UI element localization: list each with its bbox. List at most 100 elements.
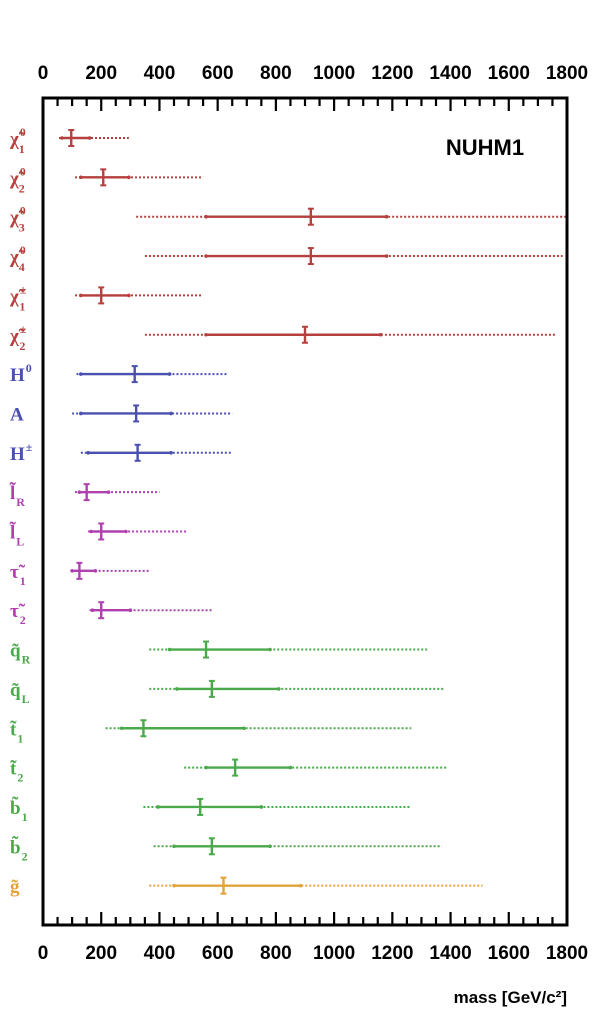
particle-superscript: ± bbox=[26, 440, 33, 454]
particle-symbol: b̃ bbox=[10, 797, 21, 819]
inner-range-end bbox=[268, 844, 272, 849]
particle-label: H± bbox=[10, 440, 33, 465]
particle-subscript: 4 bbox=[19, 260, 25, 274]
inner-range-end bbox=[119, 726, 124, 731]
particle-symbol: t̃ bbox=[10, 759, 17, 780]
x-tick-label-top: 600 bbox=[202, 63, 234, 84]
inner-range-end bbox=[79, 175, 83, 180]
x-axis-label: mass [GeV/c²] bbox=[454, 988, 567, 1007]
inner-range-end bbox=[268, 647, 272, 652]
particle-symbol: q̃ bbox=[10, 680, 21, 701]
particle-subscript: R bbox=[16, 495, 25, 509]
particle-subscript: 1 bbox=[19, 142, 25, 156]
particle-subscript: 3 bbox=[19, 221, 25, 235]
x-tick-label-top: 1600 bbox=[488, 63, 530, 84]
inner-range-end bbox=[93, 569, 98, 573]
x-tick-label-bottom: 1400 bbox=[429, 943, 471, 964]
particle-label: τ̃2 bbox=[10, 601, 26, 627]
particle-symbol: l̃ bbox=[9, 482, 16, 504]
inner-range-end bbox=[204, 254, 208, 258]
x-tick-label-bottom: 1600 bbox=[488, 943, 530, 964]
inner-range-end bbox=[127, 293, 131, 298]
plot-frame bbox=[41, 96, 569, 927]
inner-range-end bbox=[384, 254, 389, 258]
inner-range-end bbox=[79, 411, 83, 416]
inner-range-end bbox=[86, 451, 90, 455]
inner-range-end bbox=[384, 214, 389, 219]
inner-range-end bbox=[79, 372, 83, 376]
particle-label: t̃1 bbox=[10, 719, 23, 745]
particle-subscript: R bbox=[22, 653, 31, 667]
particle-symbol: H bbox=[10, 365, 25, 386]
particle-symbol: t̃ bbox=[10, 719, 17, 740]
x-tick-labels-top: 0 200 400 600 800 1000 1200 1400 1600 1800 bbox=[38, 63, 588, 84]
particle-subscript: 2 bbox=[22, 849, 28, 863]
inner-range-end bbox=[277, 687, 281, 691]
particle-label: H0 bbox=[10, 361, 32, 386]
particle-symbol: g̃ bbox=[10, 877, 20, 898]
particle-superscript: 0 bbox=[20, 204, 26, 218]
inner-range-end bbox=[79, 293, 83, 298]
particle-label: q̃L bbox=[10, 680, 30, 706]
inner-range-end bbox=[90, 608, 95, 612]
x-tick-label-top: 1400 bbox=[429, 63, 471, 84]
x-tick-label-bottom: 0 bbox=[38, 943, 49, 964]
particle-label: χ̃0 2 bbox=[9, 164, 26, 195]
particle-label: χ̃0 4 bbox=[9, 243, 26, 274]
particle-subscript: 2 bbox=[19, 181, 25, 195]
inner-range-end bbox=[87, 136, 92, 140]
particle-subscript: 1 bbox=[22, 810, 28, 824]
particle-symbol: A bbox=[10, 404, 24, 425]
chart-title: NUHM1 bbox=[446, 135, 524, 160]
particle-superscript: 0 bbox=[20, 164, 26, 178]
particle-label: b̃2 bbox=[10, 837, 28, 864]
inner-range-end bbox=[124, 529, 128, 534]
particle-label: g̃ bbox=[10, 877, 20, 898]
inner-range-end bbox=[259, 805, 264, 809]
particle-superscript: 0 bbox=[26, 361, 32, 375]
x-tick-label-top: 1200 bbox=[371, 63, 413, 84]
inner-range-end bbox=[204, 765, 208, 770]
inner-range-end bbox=[169, 451, 173, 455]
x-tick-labels-bottom: 0 200 400 600 800 1000 1200 1400 1600 1800 bbox=[38, 943, 588, 964]
particle-label: l̃R bbox=[9, 482, 25, 509]
particle-label: χ̃0 1 bbox=[9, 125, 26, 156]
x-tick-label-top: 1800 bbox=[546, 63, 588, 84]
inner-range-end bbox=[378, 332, 383, 337]
inner-range-end bbox=[204, 332, 208, 337]
particle-superscript: ± bbox=[20, 282, 27, 296]
particle-superscript: 0 bbox=[20, 243, 26, 257]
x-tick-label-bottom: 1000 bbox=[313, 943, 355, 964]
particle-label: b̃1 bbox=[10, 797, 28, 824]
x-tick-label-top: 1000 bbox=[313, 63, 355, 84]
particle-label: l̃L bbox=[9, 522, 24, 549]
particle-subscript: 1 bbox=[19, 299, 25, 313]
inner-range-end bbox=[106, 490, 111, 494]
inner-range-end bbox=[128, 608, 133, 612]
inner-range-end bbox=[156, 805, 160, 809]
x-tick-label-bottom: 1200 bbox=[371, 943, 413, 964]
x-tick-label-bottom: 600 bbox=[202, 943, 234, 964]
inner-range-end bbox=[172, 844, 176, 849]
x-tick-label-top: 200 bbox=[85, 63, 117, 84]
particle-subscript: L bbox=[22, 692, 30, 706]
x-tick-label-top: 800 bbox=[260, 63, 292, 84]
particle-symbol: q̃ bbox=[10, 641, 21, 662]
inner-range-end bbox=[60, 136, 64, 140]
inner-range-end bbox=[175, 687, 179, 691]
axis-ticks bbox=[41, 98, 569, 925]
particle-subscript: 1 bbox=[17, 731, 23, 745]
particle-label: t̃2 bbox=[10, 759, 23, 785]
x-tick-label-bottom: 800 bbox=[260, 943, 292, 964]
inner-range-end bbox=[242, 726, 246, 731]
mass-intervals bbox=[59, 129, 567, 895]
particle-superscript: 0 bbox=[20, 125, 26, 139]
inner-range-end bbox=[89, 529, 93, 534]
x-tick-label-top: 0 bbox=[38, 63, 49, 84]
x-tick-label-top: 400 bbox=[144, 63, 176, 84]
inner-range-end bbox=[172, 883, 176, 888]
particle-label: χ̃± 2 bbox=[9, 322, 27, 353]
particle-subscript: L bbox=[16, 535, 24, 549]
x-tick-label-bottom: 400 bbox=[144, 943, 176, 964]
